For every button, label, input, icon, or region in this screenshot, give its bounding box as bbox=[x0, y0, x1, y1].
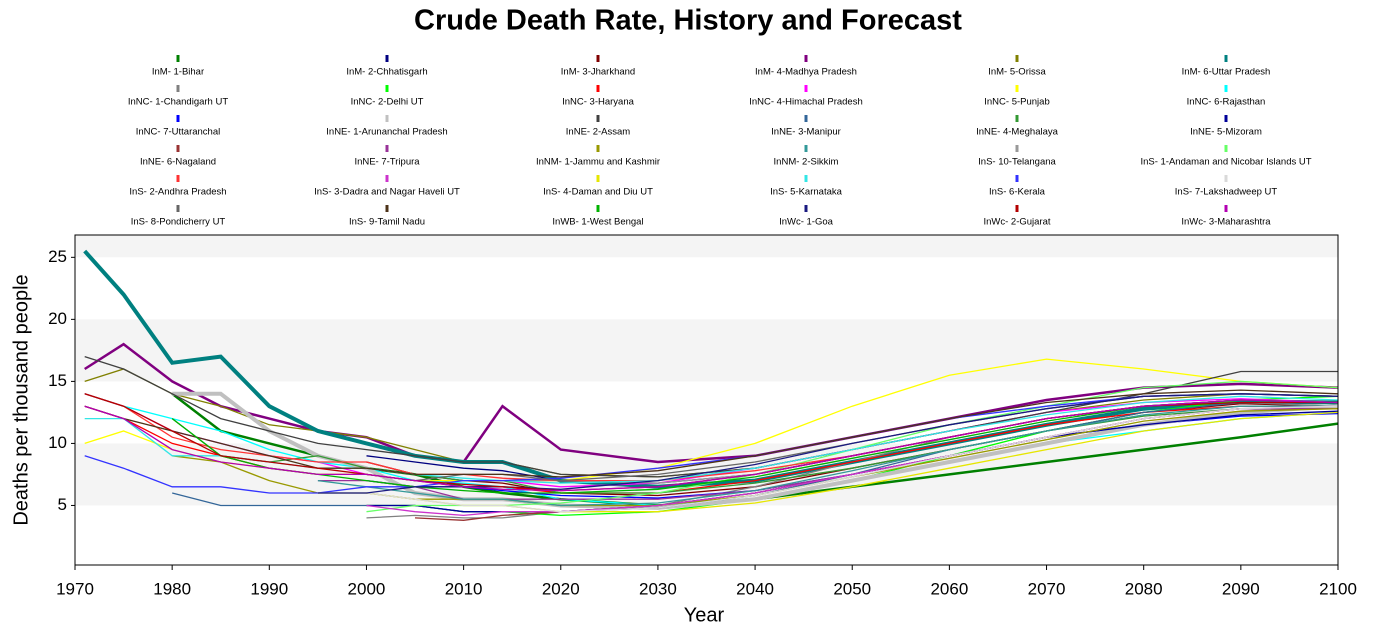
legend-label: InNC- 1-Chandigarh UT bbox=[128, 97, 229, 108]
legend-label: InWc- 1-Goa bbox=[779, 217, 834, 228]
y-axis-label: Deaths per thousand people bbox=[10, 274, 32, 525]
legend-label: InM- 5-Orissa bbox=[988, 67, 1046, 78]
legend-label: InNM- 2-Sikkim bbox=[774, 157, 839, 168]
y-tick-label: 20 bbox=[48, 309, 67, 328]
legend-label: InNM- 1-Jammu and Kashmir bbox=[536, 157, 660, 168]
series-line bbox=[84, 393, 1338, 494]
chart-title: Crude Death Rate, History and Forecast bbox=[414, 5, 962, 37]
legend-label: InNC- 6-Rajasthan bbox=[1187, 97, 1266, 108]
y-tick-label: 15 bbox=[48, 371, 67, 390]
legend-label: InNC- 7-Uttaranchal bbox=[136, 127, 220, 138]
x-tick-label: 2000 bbox=[348, 579, 386, 598]
legend-label: InS- 5-Karnataka bbox=[770, 187, 843, 198]
legend-label: InNE- 4-Meghalaya bbox=[976, 127, 1059, 138]
legend-label: InS- 10-Telangana bbox=[978, 157, 1056, 168]
x-tick-label: 1970 bbox=[56, 579, 94, 598]
legend-label: InWc- 2-Gujarat bbox=[983, 217, 1050, 228]
legend-label: InNE- 6-Nagaland bbox=[140, 157, 216, 168]
legend-label: InWB- 1-West Bengal bbox=[552, 217, 643, 228]
legend-label: InS- 6-Kerala bbox=[989, 187, 1046, 198]
legend-label: InNE- 7-Tripura bbox=[354, 157, 420, 168]
legend-label: InNE- 3-Manipur bbox=[771, 127, 841, 138]
y-tick-label: 25 bbox=[48, 247, 67, 266]
x-tick-label: 2020 bbox=[542, 579, 580, 598]
x-tick-label: 2040 bbox=[736, 579, 774, 598]
legend-label: InNC- 3-Haryana bbox=[562, 97, 635, 108]
y-tick-label: 10 bbox=[48, 433, 67, 452]
series-line bbox=[317, 405, 1338, 507]
legend-label: InM- 3-Jharkhand bbox=[561, 67, 635, 78]
series-line bbox=[84, 389, 1338, 478]
x-tick-label: 2080 bbox=[1125, 579, 1163, 598]
grid-band bbox=[75, 319, 1338, 382]
legend-label: InM- 4-Madhya Pradesh bbox=[755, 67, 857, 78]
x-tick-label: 2030 bbox=[639, 579, 677, 598]
series-line bbox=[317, 393, 1338, 494]
legend-label: InNE- 2-Assam bbox=[566, 127, 630, 138]
plot-area bbox=[75, 235, 1338, 565]
y-tick-label: 5 bbox=[58, 495, 67, 514]
x-tick-label: 2060 bbox=[930, 579, 968, 598]
legend-label: InM- 6-Uttar Pradesh bbox=[1182, 67, 1271, 78]
legend-label: InNC- 2-Delhi UT bbox=[351, 97, 424, 108]
series-line bbox=[317, 405, 1338, 513]
plot-frame bbox=[74, 234, 1339, 566]
x-tick-label: 2070 bbox=[1028, 579, 1066, 598]
grid-band bbox=[75, 235, 1338, 258]
x-tick-label: 2100 bbox=[1319, 579, 1357, 598]
legend-label: InS- 7-Lakshadweep UT bbox=[1175, 187, 1278, 198]
series-line bbox=[84, 399, 1338, 492]
x-tick-label: 1990 bbox=[250, 579, 288, 598]
legend-label: InM- 1-Bihar bbox=[152, 67, 204, 78]
legend-label: InS- 9-Tamil Nadu bbox=[349, 217, 425, 228]
legend-label: InS- 8-Pondicherry UT bbox=[131, 217, 226, 228]
legend-label: InM- 2-Chhatisgarh bbox=[346, 67, 427, 78]
legend-label: InS- 2-Andhra Pradesh bbox=[129, 187, 226, 198]
x-tick-label: 2090 bbox=[1222, 579, 1260, 598]
legend-label: InNC- 5-Punjab bbox=[984, 97, 1049, 108]
legend-label: InNE- 1-Arunanchal Pradesh bbox=[326, 127, 447, 138]
legend-label: InS- 1-Andaman and Nicobar Islands UT bbox=[1140, 157, 1311, 168]
legend-label: InNC- 4-Himachal Pradesh bbox=[749, 97, 863, 108]
x-tick-label: 2050 bbox=[833, 579, 871, 598]
x-tick-label: 1980 bbox=[153, 579, 191, 598]
legend-label: InWc- 3-Maharashtra bbox=[1181, 217, 1271, 228]
x-axis-label: Year bbox=[684, 604, 725, 626]
legend-label: InS- 3-Dadra and Nagar Haveli UT bbox=[314, 187, 460, 198]
series-line bbox=[84, 355, 1338, 478]
x-tick-label: 2010 bbox=[445, 579, 483, 598]
legend-label: InNE- 5-Mizoram bbox=[1190, 127, 1262, 138]
legend-label: InS- 4-Daman and Diu UT bbox=[543, 187, 653, 198]
